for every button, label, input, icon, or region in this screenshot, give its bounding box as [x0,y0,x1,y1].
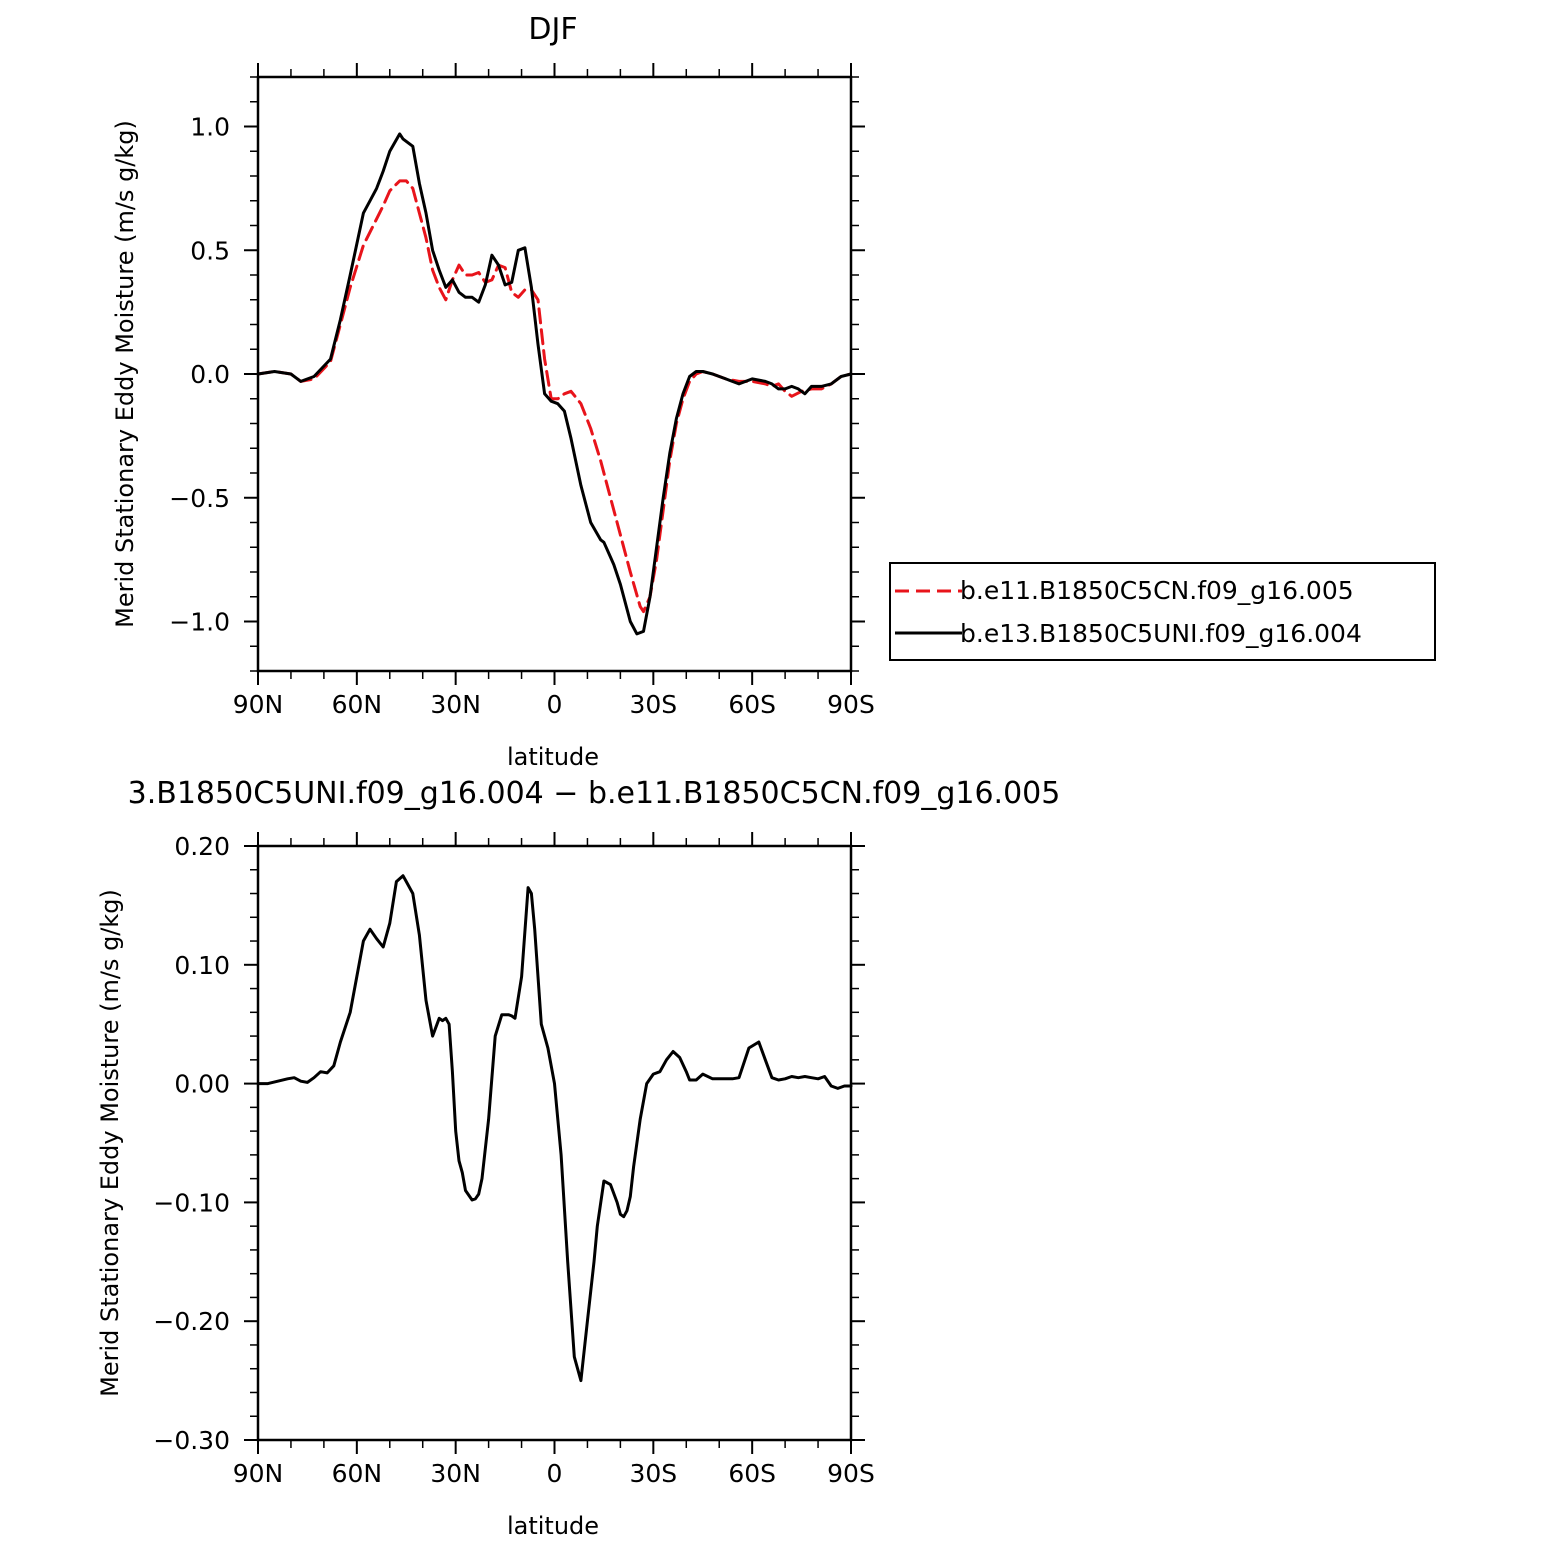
top-panel-x-tick-label: 30S [629,690,677,719]
bottom-panel-y-tick-label: 0.10 [174,951,230,980]
bottom-panel-x-tick-label: 90N [233,1459,284,1488]
top-panel-y-tick-label: −1.0 [169,608,230,637]
legend-label-series-1: b.e11.B1850C5CN.f09_g16.005 [960,576,1354,605]
top-panel-plot-frame [256,75,853,673]
top-panel-ticks: 90N 60N 30N 0 30S 60S 90S 1.0 0.5 0.0 −0.5 −1.0 [169,63,875,719]
bottom-panel-x-tick-label: 0 [547,1459,563,1488]
bottom-panel-ticks: 90N 60N 30N 0 30S 60S 90S 0.20 0.10 0.00 −0.10 −0.2… [153,832,875,1488]
top-panel-x-tick-label: 0 [547,690,563,719]
bottom-panel-x-tick-label: 90S [827,1459,875,1488]
legend-label-series-2: b.e13.B1850C5UNI.f09_g16.004 [960,619,1362,648]
top-panel-x-tick-label: 90N [233,690,284,719]
top-panel-series [256,132,853,636]
top-panel-y-axis-label: Merid Stationary Eddy Moisture (m/s g/kg… [111,120,139,628]
top-panel-y-tick-label: 0.5 [190,236,230,265]
legend-frame [889,562,1436,661]
bottom-panel-x-tick-label: 60S [728,1459,776,1488]
bottom-panel-y-tick-label: 0.20 [174,832,230,861]
bottom-panel-series-line-1 [256,874,853,1383]
top-panel-x-tick-label: 30N [430,690,481,719]
top-panel-y-tick-label: 0.0 [190,360,230,389]
bottom-panel-y-tick-label: −0.30 [153,1426,230,1455]
legend: b.e11.B1850C5CN.f09_g16.005 b.e13.B1850C… [889,562,1436,661]
top-panel-series-line-2 [256,132,853,636]
top-panel-title: DJF [528,12,577,47]
bottom-panel-x-tick-label: 60N [332,1459,383,1488]
bottom-panel-y-tick-label: −0.10 [153,1188,230,1217]
bottom-panel-title: 3.B1850C5UNI.f09_g16.004 − b.e11.B1850C5… [128,776,1061,811]
bottom-panel-plot-frame [256,844,853,1442]
bottom-panel: 3.B1850C5UNI.f09_g16.004 − b.e11.B1850C5… [96,776,1060,1540]
top-panel-x-tick-label: 90S [827,690,875,719]
top-panel: DJF 90N 60N 30N 0 30S 60S 90S 1.0 0.5 0.0 −0.5 −1.0… [111,12,1436,771]
top-panel-y-tick-label: −0.5 [169,484,230,513]
bottom-panel-x-tick-label: 30S [629,1459,677,1488]
bottom-panel-series [256,874,853,1383]
bottom-panel-x-tick-label: 30N [430,1459,481,1488]
bottom-panel-y-tick-label: −0.20 [153,1307,230,1336]
top-panel-x-tick-label: 60S [728,690,776,719]
top-panel-y-tick-label: 1.0 [190,113,230,142]
bottom-panel-y-tick-label: 0.00 [174,1070,230,1099]
top-panel-x-axis-label: latitude [507,743,599,771]
top-panel-x-tick-label: 60N [332,690,383,719]
bottom-panel-y-axis-label: Merid Stationary Eddy Moisture (m/s g/kg… [96,889,124,1397]
bottom-panel-x-axis-label: latitude [507,1512,599,1540]
